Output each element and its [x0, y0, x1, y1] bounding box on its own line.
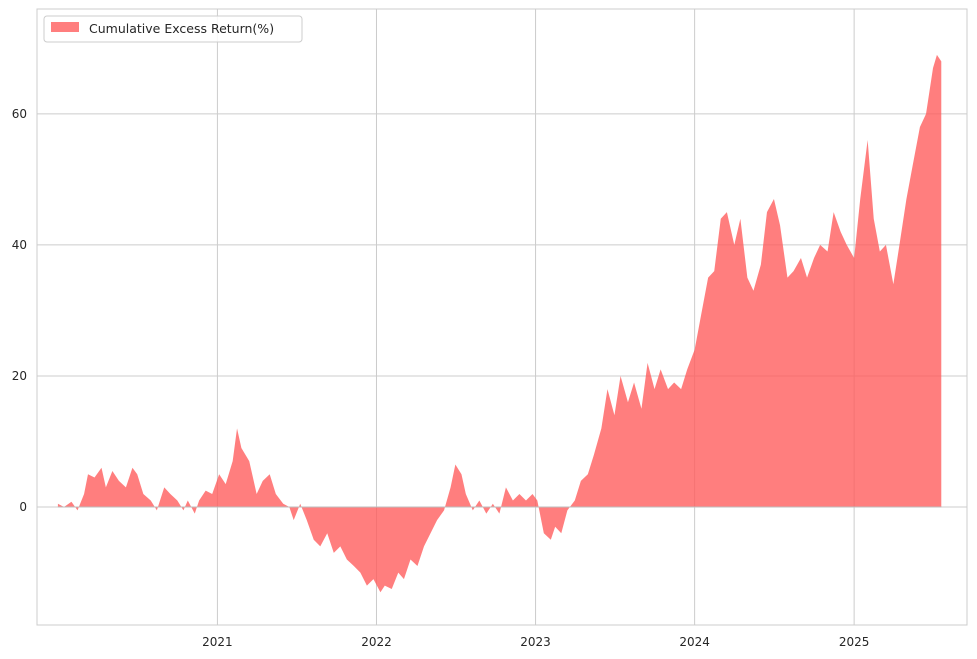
x-tick-label: 2021 — [202, 635, 233, 649]
legend-box — [43, 15, 303, 43]
x-tick-labels: 2021 2022 2023 2024 2025 — [202, 635, 869, 649]
legend: Cumulative Excess Return(%) — [43, 15, 303, 43]
x-gridlines — [216, 9, 855, 625]
x-tick-label: 2023 — [520, 635, 551, 649]
y-tick-label: 20 — [12, 369, 27, 383]
series-area — [57, 54, 942, 593]
legend-swatch — [51, 22, 79, 32]
legend-label: Cumulative Excess Return(%) — [89, 21, 274, 36]
series-layer — [57, 54, 942, 593]
x-tick-label: 2024 — [679, 635, 710, 649]
y-tick-labels: 0 20 40 60 — [12, 107, 27, 514]
y-tick-label: 0 — [19, 500, 27, 514]
y-tick-label: 60 — [12, 107, 27, 121]
y-tick-label: 40 — [12, 238, 27, 252]
x-tick-label: 2022 — [361, 635, 392, 649]
plot-frame — [36, 8, 968, 626]
x-tick-label: 2025 — [839, 635, 870, 649]
